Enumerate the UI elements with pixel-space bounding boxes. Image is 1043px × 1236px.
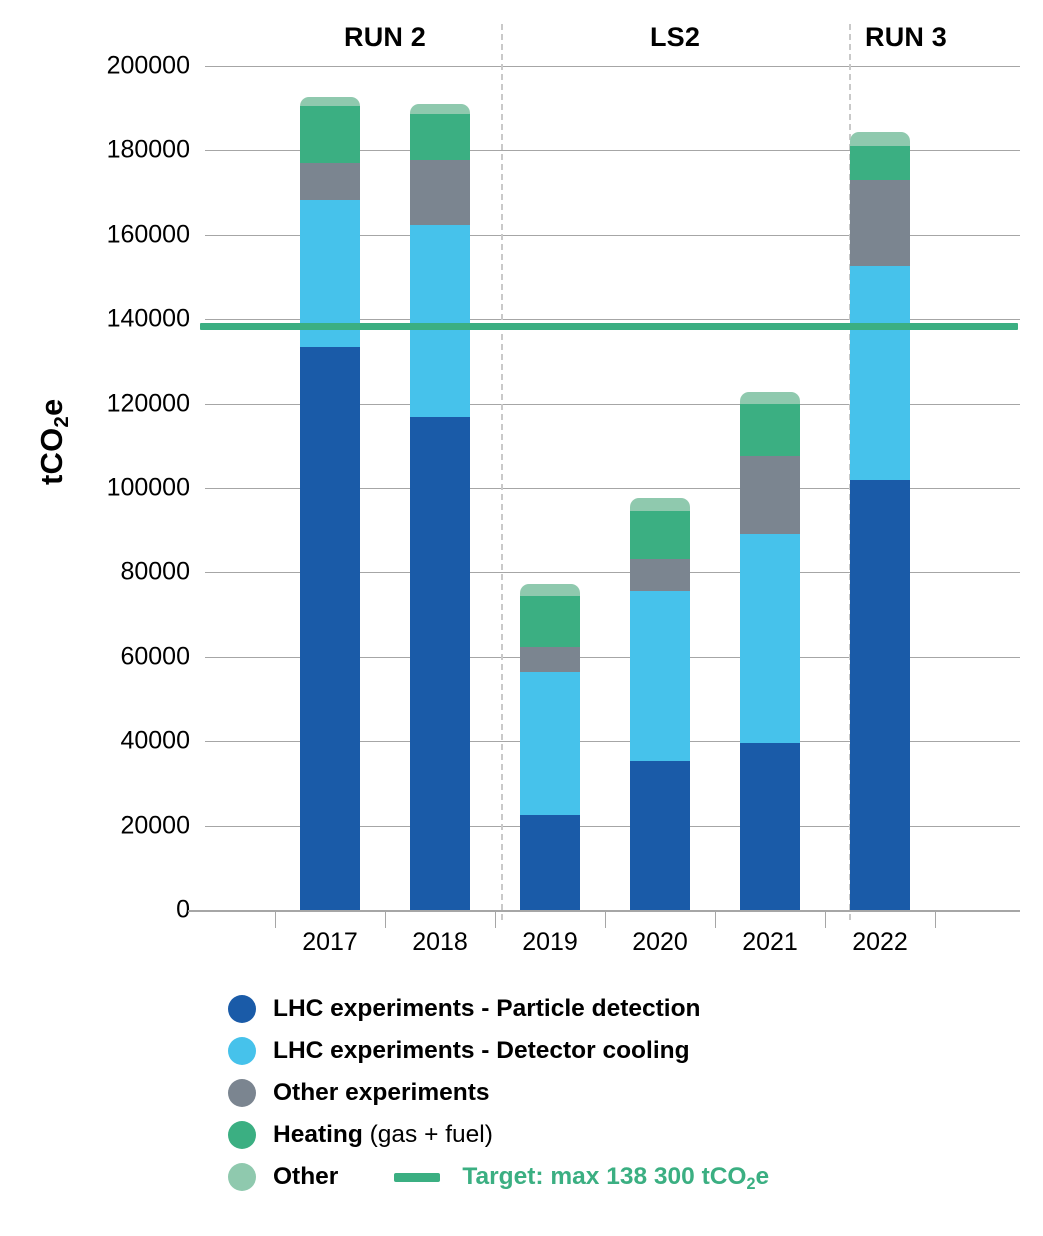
bar-segment[interactable]: [300, 105, 360, 164]
bar-segment[interactable]: [520, 814, 580, 910]
gridline-0: [205, 910, 1020, 911]
bar-segment[interactable]: [850, 180, 910, 267]
bar-segment[interactable]: [410, 417, 470, 910]
bar-segment[interactable]: [630, 498, 690, 511]
plot-area: [188, 24, 1020, 920]
target-reference-line: [200, 323, 1018, 331]
legend-dot-particle-detection: [228, 995, 256, 1023]
bar-2022[interactable]: [850, 66, 910, 910]
x-tick-label-2018: 2018: [412, 928, 468, 956]
gridline-160000: [205, 234, 1020, 236]
legend-dot-other: [228, 1163, 256, 1191]
bar-segment[interactable]: [410, 159, 470, 226]
gridline-140000: [205, 319, 1020, 321]
bar-2021[interactable]: [740, 66, 800, 910]
x-tick-label-2020: 2020: [632, 928, 688, 956]
x-tick-mark: [495, 912, 496, 928]
bar-2018[interactable]: [410, 66, 470, 910]
x-tick-label-2021: 2021: [742, 928, 798, 956]
bar-segment[interactable]: [850, 480, 910, 910]
period-label-ls2: LS2: [649, 22, 701, 52]
target-line-swatch: [394, 1172, 441, 1182]
legend-label: LHC experiments - Detector cooling: [273, 1037, 690, 1064]
bar-segment[interactable]: [300, 346, 360, 910]
bar-segment[interactable]: [850, 146, 910, 181]
bar-segment[interactable]: [300, 97, 360, 106]
bar-segment[interactable]: [740, 391, 800, 404]
gridline-100000: [205, 488, 1020, 489]
bar-segment[interactable]: [740, 403, 800, 456]
x-axis-line: [188, 910, 1020, 912]
gridline-20000: [205, 825, 1020, 827]
bar-segment[interactable]: [520, 646, 580, 673]
gridline-180000: [205, 150, 1020, 152]
target-legend-label: Target: max 138 300 tCO2e: [462, 1163, 770, 1193]
bar-segment[interactable]: [300, 199, 360, 347]
bar-segment[interactable]: [520, 583, 580, 596]
x-tick-mark: [715, 912, 716, 928]
period-header-band: RUN 2 LS2 RUN 3: [0, 0, 1043, 66]
bar-segment[interactable]: [630, 558, 690, 592]
legend-label: Other experiments: [273, 1079, 490, 1106]
bar-segment[interactable]: [850, 132, 910, 147]
legend-label: LHC experiments - Particle detection: [273, 995, 701, 1022]
x-tick-mark: [275, 912, 276, 928]
bar-segment[interactable]: [410, 103, 470, 115]
bar-segment[interactable]: [630, 591, 690, 761]
period-separator-1: [501, 24, 503, 920]
legend-row[interactable]: LHC experiments - Detector cooling: [228, 1030, 1028, 1072]
legend-row[interactable]: LHC experiments - Particle detection: [228, 988, 1028, 1030]
gridline-200000: [205, 66, 1020, 67]
x-tick-mark: [825, 912, 826, 928]
gridline-40000: [205, 741, 1020, 743]
bar-segment[interactable]: [520, 672, 580, 815]
legend-row[interactable]: Heating (gas + fuel): [228, 1114, 1028, 1156]
legend-dot-heating: [228, 1121, 256, 1149]
bar-segment[interactable]: [740, 455, 800, 534]
bar-2019[interactable]: [520, 66, 580, 910]
period-label-run-2: RUN 2: [343, 22, 427, 52]
x-tick-label-2022: 2022: [852, 928, 908, 956]
bar-segment[interactable]: [300, 163, 360, 200]
bar-segment[interactable]: [410, 114, 470, 160]
legend-label: Other: [273, 1163, 339, 1190]
bar-2020[interactable]: [630, 66, 690, 910]
chart-legend: LHC experiments - Particle detection LHC …: [228, 988, 1028, 1198]
bar-segment[interactable]: [520, 595, 580, 647]
legend-dot-detector-cooling: [228, 1037, 256, 1065]
x-tick-label-2017: 2017: [302, 928, 358, 956]
bar-segment[interactable]: [850, 266, 910, 481]
bar-segment[interactable]: [410, 225, 470, 418]
bar-segment[interactable]: [630, 760, 690, 910]
gridline-120000: [205, 403, 1020, 405]
legend-row[interactable]: Other experiments: [228, 1072, 1028, 1114]
legend-label: Heating (gas + fuel): [273, 1121, 493, 1148]
bar-2017[interactable]: [300, 66, 360, 910]
period-label-run-3: RUN 3: [864, 22, 948, 52]
x-tick-mark: [605, 912, 606, 928]
bar-segment[interactable]: [630, 510, 690, 559]
x-tick-label-2019: 2019: [522, 928, 578, 956]
gridline-80000: [205, 572, 1020, 574]
bar-segment[interactable]: [740, 533, 800, 744]
legend-dot-other-experiments: [228, 1079, 256, 1107]
x-tick-mark: [385, 912, 386, 928]
bar-segment[interactable]: [740, 743, 800, 910]
x-tick-mark: [935, 912, 936, 928]
gridline-60000: [205, 656, 1020, 658]
legend-row[interactable]: Other Target: max 138 300 tCO2e: [228, 1156, 1028, 1198]
